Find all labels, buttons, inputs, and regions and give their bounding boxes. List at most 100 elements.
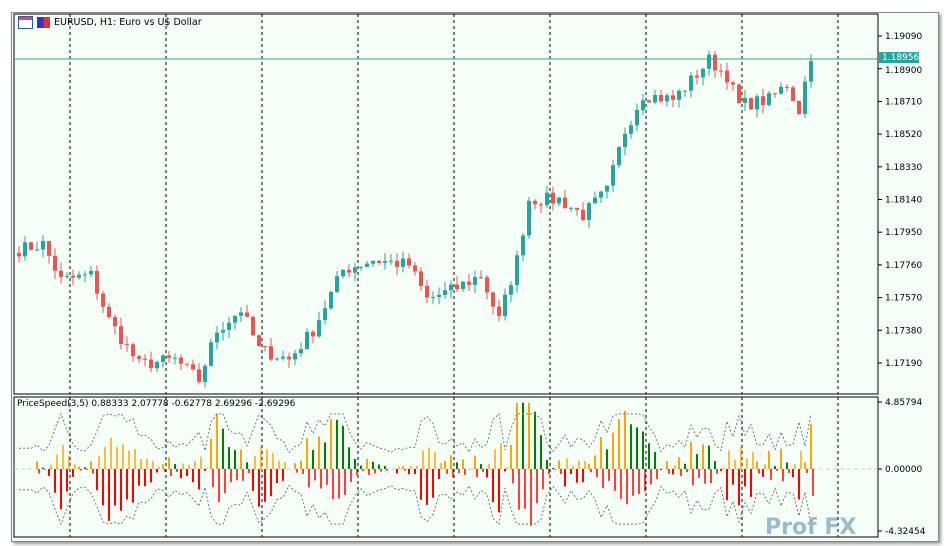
candle-body bbox=[347, 269, 351, 273]
candle-body bbox=[227, 322, 231, 330]
candle-body bbox=[29, 242, 33, 250]
candle-body bbox=[89, 270, 93, 275]
y-tick-label: 1.18710 bbox=[885, 97, 922, 107]
candle-body bbox=[557, 197, 561, 204]
main-plot-frame bbox=[13, 13, 879, 395]
candle-body bbox=[179, 357, 183, 364]
candle-body bbox=[779, 86, 783, 94]
candle-body bbox=[647, 100, 651, 103]
candle-body bbox=[257, 335, 261, 347]
candle-body bbox=[755, 96, 759, 110]
candle-body bbox=[515, 255, 519, 286]
candle-body bbox=[239, 312, 243, 316]
candle-body bbox=[275, 358, 279, 360]
candle-body bbox=[623, 133, 627, 148]
candle-body bbox=[677, 90, 681, 100]
candle-body bbox=[689, 75, 693, 91]
candle-body bbox=[389, 260, 393, 262]
candle-body bbox=[341, 269, 345, 277]
candle-body bbox=[173, 357, 177, 359]
indicator-label: PriceSpeed(3,5) 0.88333 2.07778 -0.62778… bbox=[17, 399, 296, 409]
y-tick-label: 1.17760 bbox=[885, 261, 922, 271]
candle-body bbox=[23, 242, 27, 257]
candle-body bbox=[287, 356, 291, 360]
candle-body bbox=[575, 207, 579, 210]
candle-body bbox=[803, 81, 807, 115]
indicator-tick-label: -4.32454 bbox=[885, 527, 926, 537]
candle-body bbox=[707, 54, 711, 69]
candle-body bbox=[539, 204, 543, 206]
current-price-tag bbox=[879, 52, 919, 64]
candle-body bbox=[527, 200, 531, 236]
candle-body bbox=[233, 315, 237, 323]
candle-body bbox=[71, 275, 75, 278]
candle-body bbox=[473, 277, 477, 285]
candle-body bbox=[791, 87, 795, 101]
candle-body bbox=[107, 306, 111, 318]
upper-band bbox=[19, 412, 812, 454]
candle-body bbox=[209, 342, 213, 366]
candle-body bbox=[641, 100, 645, 111]
candle-body bbox=[683, 90, 687, 92]
y-tick-label: 1.18140 bbox=[885, 196, 922, 206]
y-tick-label: 1.19090 bbox=[885, 32, 922, 42]
candle-body bbox=[401, 258, 405, 267]
candle-body bbox=[113, 317, 117, 327]
candle-body bbox=[491, 292, 495, 307]
candle-body bbox=[785, 86, 789, 88]
candle-body bbox=[101, 293, 105, 307]
y-tick-label: 1.17950 bbox=[885, 228, 922, 238]
candle-body bbox=[41, 241, 45, 250]
candle-body bbox=[551, 192, 555, 204]
candle-body bbox=[407, 258, 411, 266]
candle-body bbox=[593, 197, 597, 204]
candle-body bbox=[509, 285, 513, 295]
candle-body bbox=[83, 274, 87, 276]
candle-body bbox=[203, 365, 207, 382]
candle-body bbox=[767, 93, 771, 106]
candle-body bbox=[161, 355, 165, 362]
candle-body bbox=[353, 267, 357, 273]
candle-body bbox=[305, 331, 309, 350]
candle-body bbox=[263, 346, 267, 348]
candle-body bbox=[221, 329, 225, 333]
candle-body bbox=[599, 191, 603, 198]
candle-body bbox=[131, 344, 135, 357]
indicator-plot-frame bbox=[13, 396, 879, 538]
candle-body bbox=[617, 147, 621, 166]
save-icon bbox=[37, 17, 50, 28]
y-tick-label: 1.17190 bbox=[885, 359, 922, 369]
candle-body bbox=[653, 94, 657, 103]
candle-body bbox=[713, 54, 717, 71]
candle-body bbox=[137, 356, 141, 359]
candle-body bbox=[479, 277, 483, 279]
candle-body bbox=[167, 355, 171, 358]
candle-body bbox=[119, 326, 123, 345]
indicator-tick-label: 0.00000 bbox=[885, 465, 922, 475]
candle-body bbox=[701, 68, 705, 78]
candle-body bbox=[587, 203, 591, 220]
candle-body bbox=[563, 197, 567, 209]
watermark-logo: Prof FX bbox=[765, 515, 856, 540]
candle-body bbox=[335, 276, 339, 292]
candle-body bbox=[419, 271, 423, 286]
candle-body bbox=[293, 353, 297, 360]
candle-body bbox=[659, 94, 663, 102]
symbol-label: EURUSD, H1: Euro vs U$ Dollar bbox=[54, 17, 202, 28]
candle-body bbox=[503, 294, 507, 316]
candle-body bbox=[437, 294, 441, 297]
y-tick-label: 1.17380 bbox=[885, 326, 922, 336]
candle-body bbox=[47, 241, 51, 256]
candle-body bbox=[635, 110, 639, 126]
candle-body bbox=[143, 358, 147, 360]
candle-body bbox=[467, 281, 471, 285]
candle-body bbox=[521, 235, 525, 256]
candle-body bbox=[245, 312, 249, 317]
candle-body bbox=[581, 209, 585, 220]
y-tick-label: 1.17570 bbox=[885, 294, 922, 304]
candle-body bbox=[311, 331, 315, 337]
candle-body bbox=[749, 97, 753, 110]
chart-title: EURUSD, H1: Euro vs U$ Dollar bbox=[18, 16, 202, 29]
lower-band bbox=[19, 484, 812, 526]
